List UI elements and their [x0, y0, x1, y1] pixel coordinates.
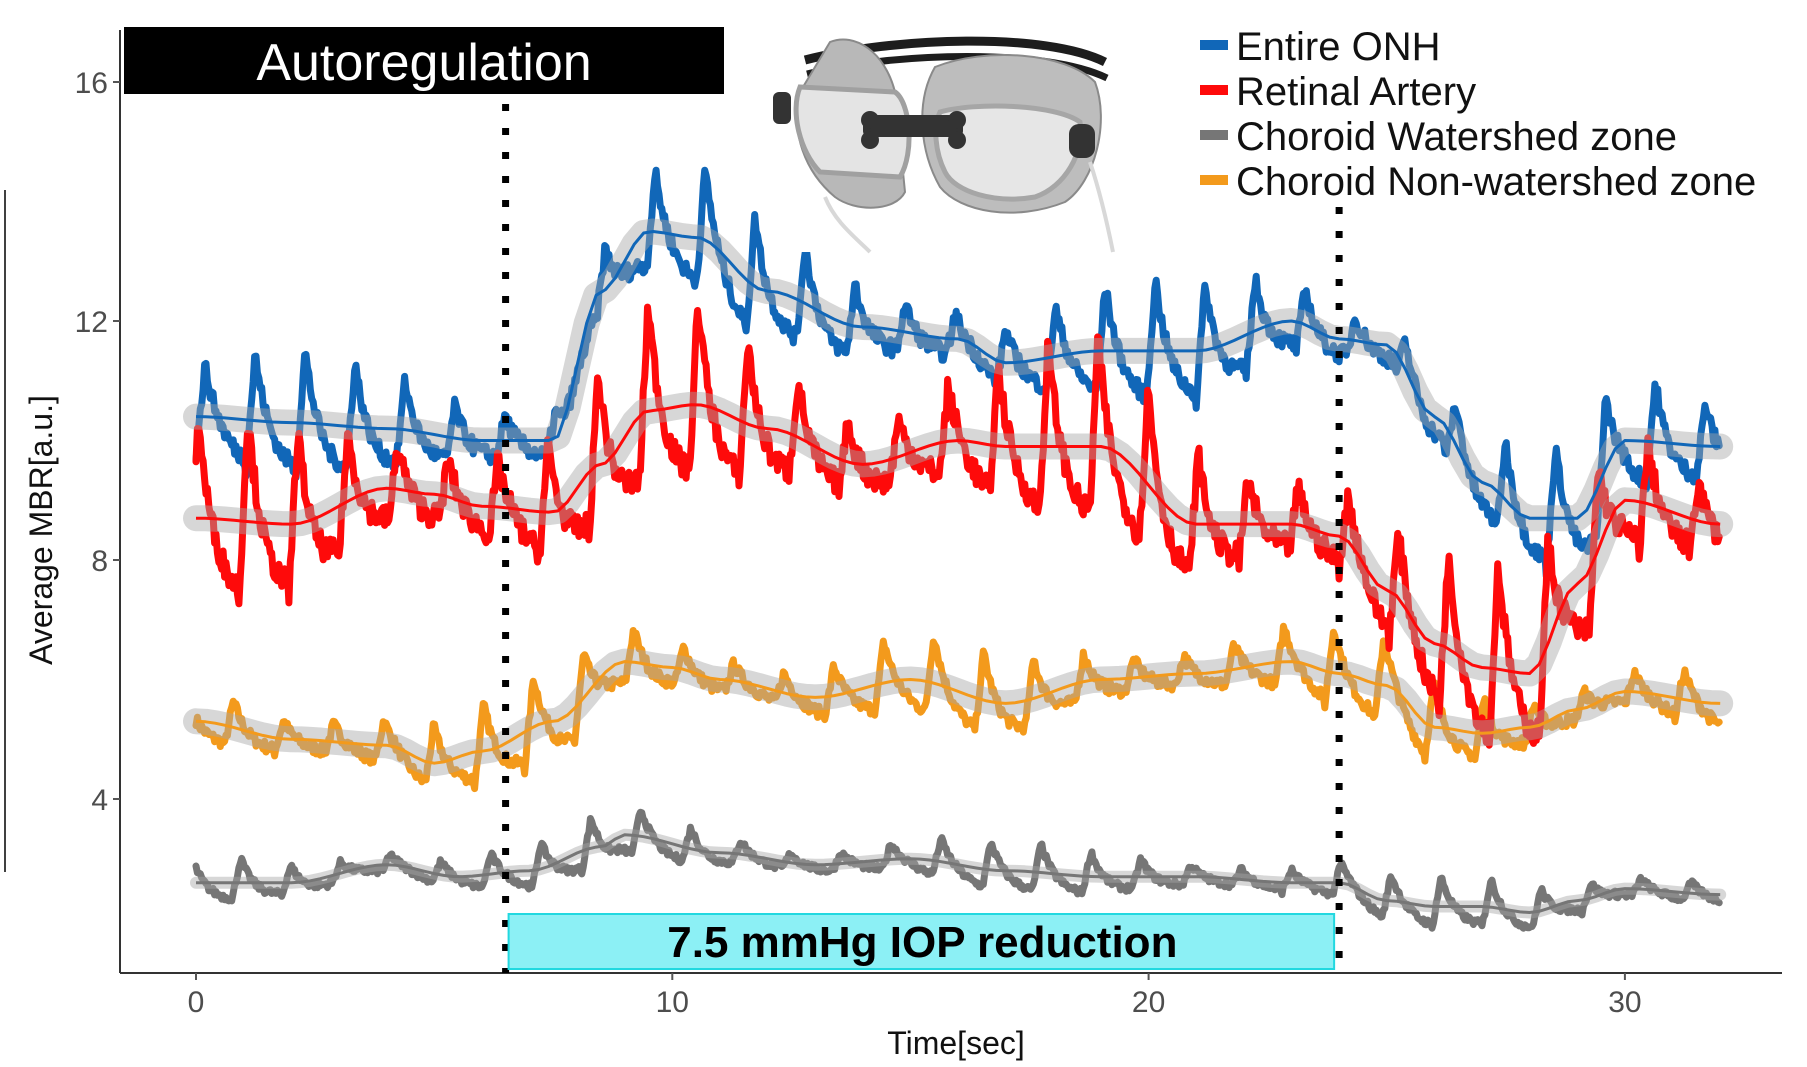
title-banner [124, 27, 724, 94]
legend-label: Choroid Non-watershed zone [1236, 160, 1756, 204]
trend-line [195, 403, 1721, 675]
x-ticks: 0 10 20 30 [188, 973, 1642, 1019]
legend-swatch [1200, 175, 1228, 185]
x-axis-title: Time[sec] [887, 1025, 1025, 1061]
legend-swatch [1200, 130, 1228, 140]
trend-line [196, 833, 1721, 914]
iop-reduction-label: 7.5 mmHg IOP reduction [667, 918, 1177, 967]
chart-title: Autoregulation [256, 34, 591, 92]
goggles-icon [765, 12, 1135, 254]
y-axis-title: Average MBR[a.u.] [23, 395, 59, 665]
x-tick-label: 10 [656, 986, 689, 1019]
y-tick-label: 8 [91, 545, 108, 578]
raw-line-choroid-non-watershed-zone [192, 622, 1723, 793]
legend-swatch [1200, 85, 1228, 95]
trend-line [195, 230, 1721, 520]
legend-label: Retinal Artery [1236, 70, 1476, 114]
y-ticks: 4 8 12 16 [75, 67, 120, 817]
y-tick-label: 4 [91, 784, 108, 817]
trend-layer [183, 218, 1734, 919]
y-tick-label: 16 [75, 67, 108, 100]
x-tick-label: 20 [1132, 986, 1165, 1019]
confidence-band [183, 218, 1734, 532]
trend-line [195, 660, 1721, 765]
raw-line-choroid-watershed-zone [192, 808, 1723, 932]
iop-reduction-box [507, 913, 1336, 970]
raw-signal-layer [192, 166, 1723, 932]
legend-label: Entire ONH [1236, 25, 1441, 69]
x-tick-label: 30 [1608, 986, 1641, 1019]
plot-series [183, 166, 1734, 932]
legend-swatch [1200, 40, 1228, 50]
legend-label: Choroid Watershed zone [1236, 115, 1677, 159]
y-tick-label: 12 [75, 306, 108, 339]
x-tick-label: 0 [188, 986, 205, 1019]
raw-line-retinal-artery [192, 303, 1723, 749]
